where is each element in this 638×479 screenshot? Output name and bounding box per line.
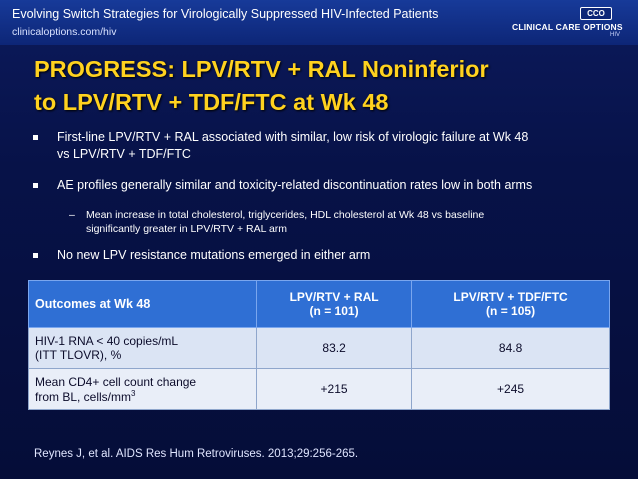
bullet-3: No new LPV resistance mutations emerged … (33, 247, 371, 264)
superscript-3: 3 (131, 388, 136, 398)
row-label: Mean CD4+ cell count change from BL, cel… (28, 368, 257, 410)
bullet-1: First-line LPV/RTV + RAL associated with… (33, 129, 529, 163)
outcomes-table: Outcomes at Wk 48 LPV/RTV + RAL (n = 101… (28, 280, 610, 410)
header-arm2-name: LPV/RTV + TDF/FTC (453, 290, 568, 304)
row-label: HIV-1 RNA < 40 copies/mL (ITT TLOVR), % (28, 327, 257, 369)
row-label-line-2: from BL, cells/mm3 (35, 389, 255, 404)
header-outcomes: Outcomes at Wk 48 (28, 280, 257, 328)
header-arm-lpv-tdf-ftc: LPV/RTV + TDF/FTC (n = 105) (411, 280, 610, 328)
table-row: Mean CD4+ cell count change from BL, cel… (28, 368, 610, 410)
cell-arm1-value: +215 (255, 368, 413, 410)
cell-arm1-value: 83.2 (255, 327, 413, 369)
table-header-row: Outcomes at Wk 48 LPV/RTV + RAL (n = 101… (28, 280, 610, 328)
header-arm2-n: (n = 105) (486, 304, 536, 318)
sub-bullet-line-1: Mean increase in total cholesterol, trig… (86, 209, 485, 221)
cell-arm2-value: 84.8 (411, 327, 610, 369)
slide-title-line-1: PROGRESS: LPV/RTV + RAL Noninferior (34, 56, 489, 82)
table-row: HIV-1 RNA < 40 copies/mL (ITT TLOVR), % … (28, 327, 610, 369)
logo-text: CLINICAL CARE OPTIONS (512, 22, 623, 32)
sub-bullet-dash: – (69, 209, 75, 221)
row-label-line-1: HIV-1 RNA < 40 copies/mL (35, 334, 179, 348)
bullet-2: AE profiles generally similar and toxici… (33, 177, 533, 194)
header-title: Evolving Switch Strategies for Virologic… (12, 7, 439, 21)
row-label-line-1: Mean CD4+ cell count change (35, 374, 197, 389)
cell-arm2-value: +245 (411, 368, 610, 410)
row-label-line-2: (ITT TLOVR), % (35, 348, 122, 362)
header-bar: Evolving Switch Strategies for Virologic… (0, 0, 638, 45)
bullet-marker (33, 135, 38, 140)
bullet-1-line-1: First-line LPV/RTV + RAL associated with… (57, 130, 529, 144)
bullet-marker (33, 253, 38, 258)
slide-title-line-2: to LPV/RTV + TDF/FTC at Wk 48 (34, 89, 389, 115)
bullet-3-line-1: No new LPV resistance mutations emerged … (57, 248, 371, 262)
sub-bullet-1: – Mean increase in total cholesterol, tr… (69, 208, 485, 236)
header-arm1-name: LPV/RTV + RAL (289, 290, 379, 304)
logo-badge: CCO (580, 7, 612, 20)
citation: Reynes J, et al. AIDS Res Hum Retrovirus… (34, 448, 359, 460)
header-arm-lpv-ral: LPV/RTV + RAL (n = 101) (255, 280, 413, 328)
row-label-line-2-text: from BL, cells/mm (35, 389, 132, 404)
bullet-1-line-2: vs LPV/RTV + TDF/FTC (57, 147, 191, 161)
logo-subtext: HIV (610, 32, 621, 38)
clinical-care-options-logo: CCO CLINICAL CARE OPTIONS HIV (512, 6, 630, 40)
bullet-marker (33, 183, 38, 188)
header-arm1-n: (n = 101) (309, 304, 359, 318)
bullet-2-line-1: AE profiles generally similar and toxici… (57, 178, 533, 192)
header-url[interactable]: clinicaloptions.com/hiv (12, 26, 117, 38)
sub-bullet-line-2: significantly greater in LPV/RTV + RAL a… (86, 223, 288, 235)
